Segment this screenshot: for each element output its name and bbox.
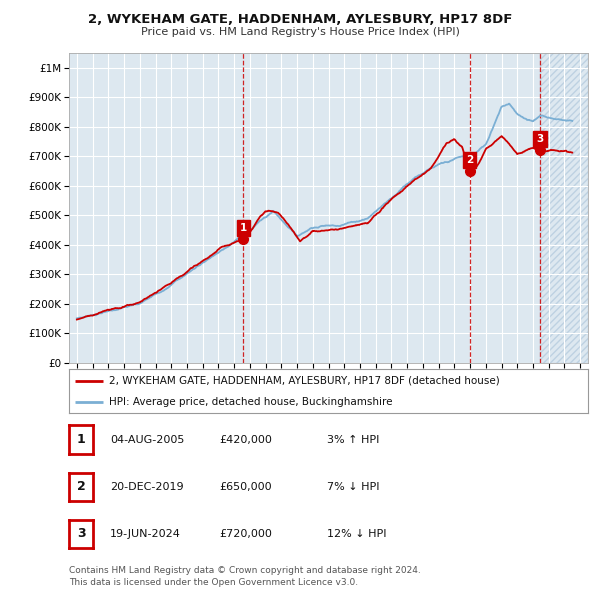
Text: 7% ↓ HPI: 7% ↓ HPI <box>327 482 380 491</box>
Text: 3: 3 <box>77 527 85 540</box>
Text: 1: 1 <box>77 433 85 446</box>
Text: 2: 2 <box>77 480 85 493</box>
Text: 3: 3 <box>536 135 544 144</box>
Text: 2: 2 <box>466 155 473 165</box>
Text: 3% ↑ HPI: 3% ↑ HPI <box>327 435 379 444</box>
Bar <box>540 53 588 363</box>
Text: HPI: Average price, detached house, Buckinghamshire: HPI: Average price, detached house, Buck… <box>109 397 393 407</box>
Text: Contains HM Land Registry data © Crown copyright and database right 2024.
This d: Contains HM Land Registry data © Crown c… <box>69 566 421 587</box>
Text: Price paid vs. HM Land Registry's House Price Index (HPI): Price paid vs. HM Land Registry's House … <box>140 27 460 37</box>
Text: 12% ↓ HPI: 12% ↓ HPI <box>327 529 386 539</box>
Text: £720,000: £720,000 <box>219 529 272 539</box>
Text: 20-DEC-2019: 20-DEC-2019 <box>110 482 184 491</box>
Text: £420,000: £420,000 <box>219 435 272 444</box>
Text: £650,000: £650,000 <box>219 482 272 491</box>
Text: 2, WYKEHAM GATE, HADDENHAM, AYLESBURY, HP17 8DF: 2, WYKEHAM GATE, HADDENHAM, AYLESBURY, H… <box>88 13 512 26</box>
Text: 04-AUG-2005: 04-AUG-2005 <box>110 435 184 444</box>
Text: 19-JUN-2024: 19-JUN-2024 <box>110 529 181 539</box>
Text: 2, WYKEHAM GATE, HADDENHAM, AYLESBURY, HP17 8DF (detached house): 2, WYKEHAM GATE, HADDENHAM, AYLESBURY, H… <box>109 376 500 386</box>
Text: 1: 1 <box>239 223 247 232</box>
